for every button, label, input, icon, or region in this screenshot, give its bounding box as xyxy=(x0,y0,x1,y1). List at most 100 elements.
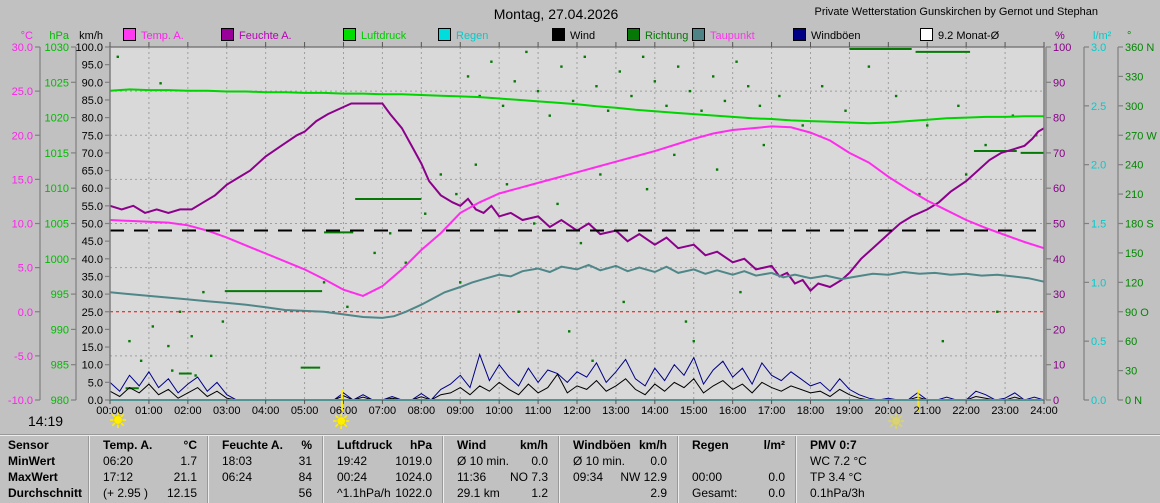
axis-C: -10.0 -5.0 0.0 5.0 10.0 15.0 20.0 25.0 30.0°C xyxy=(8,30,41,407)
svg-text:14:00: 14:00 xyxy=(641,405,669,417)
table-cell: 00:00 0.0 xyxy=(692,470,785,484)
svg-text:09:00: 09:00 xyxy=(446,405,474,417)
table-cell: Ø 10 min. 0.0 xyxy=(573,454,667,468)
svg-text:15:00: 15:00 xyxy=(680,405,708,417)
svg-text:20:00: 20:00 xyxy=(875,405,903,417)
svg-text:980: 980 xyxy=(51,395,69,407)
svg-text:13:00: 13:00 xyxy=(602,405,630,417)
table-column-2: Luftdruck hPa 19:42 1019.0 00:24 1024.0 ^1.1hP… xyxy=(322,436,442,503)
legend-swatch-icon xyxy=(438,28,451,41)
column-header: Temp. A. °C xyxy=(103,438,197,452)
svg-text:-5.0: -5.0 xyxy=(14,351,33,363)
svg-text:60: 60 xyxy=(1125,336,1137,348)
table-cell: 29.1 km 1.2 xyxy=(457,486,548,500)
svg-text:995: 995 xyxy=(51,289,69,301)
svg-text:240: 240 xyxy=(1125,160,1143,172)
svg-text:05:00: 05:00 xyxy=(291,405,319,417)
legend-item-5: Richtung xyxy=(627,28,688,42)
legend-label: Wind xyxy=(570,30,596,42)
table-column-6: PMV 0:7 WC 7.2 °C TP 3.4 °C 0.1hPa/3h xyxy=(795,436,910,503)
column-header: Windböen km/h xyxy=(573,438,667,452)
svg-text:1030: 1030 xyxy=(45,42,69,54)
sunrise-icon xyxy=(333,413,350,429)
legend-item-4: Wind xyxy=(552,28,595,42)
svg-text:300: 300 xyxy=(1125,101,1143,113)
svg-text:1.0: 1.0 xyxy=(1091,277,1106,289)
svg-text:45.0: 45.0 xyxy=(82,236,103,248)
svg-text:20.0: 20.0 xyxy=(82,324,103,336)
svg-text:1015: 1015 xyxy=(45,148,69,160)
svg-text:10.0: 10.0 xyxy=(82,360,103,372)
svg-text:0.5: 0.5 xyxy=(1091,336,1106,348)
svg-text:90.0: 90.0 xyxy=(82,77,103,89)
axis-lm: 0.0 0.5 1.0 1.5 2.0 2.5 3.0l/m² xyxy=(1083,30,1112,407)
legend-label: Temp. A. xyxy=(141,30,184,42)
svg-text:60: 60 xyxy=(1053,183,1065,195)
table-cell: 18:03 31 xyxy=(222,454,312,468)
svg-text:07:00: 07:00 xyxy=(369,405,397,417)
svg-text:120: 120 xyxy=(1125,277,1143,289)
column-header: PMV 0:7 xyxy=(810,438,857,452)
table-column-5: Regen l/m² 00:00 0.0 Gesamt: 0.0 xyxy=(677,436,795,503)
svg-text:95.0: 95.0 xyxy=(82,60,103,72)
clock-sun-icon xyxy=(110,412,126,428)
svg-text:70: 70 xyxy=(1053,148,1065,160)
column-header: Luftdruck hPa xyxy=(337,438,432,452)
series-temp-a- xyxy=(109,125,1045,297)
table-cell: 09:34 NW 12.9 xyxy=(573,470,667,484)
svg-text:21:00: 21:00 xyxy=(913,405,941,417)
svg-text:17:00: 17:00 xyxy=(758,405,786,417)
station-credit: Private Wetterstation Gunskirchen by Ger… xyxy=(814,6,1098,18)
svg-text:5.0: 5.0 xyxy=(18,263,33,275)
column-header: Feuchte A.% xyxy=(222,438,312,452)
svg-text:90 O: 90 O xyxy=(1125,307,1149,319)
svg-text:180 S: 180 S xyxy=(1125,219,1154,231)
table-filler xyxy=(910,436,1160,503)
legend-label: Richtung xyxy=(645,30,689,42)
legend-swatch-icon xyxy=(920,28,933,41)
svg-text:40: 40 xyxy=(1053,254,1065,266)
current-time: 14:19 xyxy=(28,413,64,429)
page-title: Montag, 27.04.2026 xyxy=(493,6,619,22)
svg-text:75.0: 75.0 xyxy=(82,130,103,142)
svg-text:360 N: 360 N xyxy=(1125,42,1154,54)
svg-text:20.0: 20.0 xyxy=(12,130,33,142)
svg-text:22:00: 22:00 xyxy=(952,405,980,417)
svg-text:01:00: 01:00 xyxy=(135,405,163,417)
svg-text:hPa: hPa xyxy=(49,30,69,42)
svg-text:03:00: 03:00 xyxy=(213,405,241,417)
svg-text:25.0: 25.0 xyxy=(12,86,33,98)
svg-text:%: % xyxy=(1055,30,1065,42)
svg-text:km/h: km/h xyxy=(79,30,103,42)
legend-swatch-icon xyxy=(343,28,356,41)
svg-text:04:00: 04:00 xyxy=(252,405,280,417)
svg-text:11:00: 11:00 xyxy=(525,405,552,417)
table-cell: TP 3.4 °C xyxy=(810,470,862,484)
svg-text:l/m²: l/m² xyxy=(1093,30,1112,42)
sensor-summary-table: Sensor MinWert MaxWert Durchschnitt Temp. A.… xyxy=(0,434,1160,503)
svg-text:150: 150 xyxy=(1125,248,1143,260)
legend-swatch-icon xyxy=(692,28,705,41)
svg-text:0: 0 xyxy=(1053,395,1059,407)
svg-text:30: 30 xyxy=(1125,366,1137,378)
table-cell: 19:42 1019.0 xyxy=(337,454,432,468)
svg-text:00:00: 00:00 xyxy=(96,405,124,417)
svg-text:06:00: 06:00 xyxy=(330,405,358,417)
gridlines xyxy=(110,47,1044,400)
series-taupunkt xyxy=(109,263,1045,319)
table-cell: 06:24 84 xyxy=(222,470,312,484)
table-cell: Gesamt: 0.0 xyxy=(692,486,785,500)
svg-text:55.0: 55.0 xyxy=(82,201,103,213)
legend-item-0: Temp. A. xyxy=(123,28,184,42)
svg-text:23:00: 23:00 xyxy=(991,405,1019,417)
table-column-4: Windböen km/h Ø 10 min. 0.0 09:34 NW 12.9 2.9 xyxy=(558,436,677,503)
svg-text:24:00: 24:00 xyxy=(1030,405,1058,417)
svg-text:15.0: 15.0 xyxy=(12,174,33,186)
series-luftdruck xyxy=(109,88,1044,125)
row-label: MaxWert xyxy=(8,470,58,484)
svg-text:0.0: 0.0 xyxy=(18,307,33,319)
svg-text:50.0: 50.0 xyxy=(82,219,103,231)
svg-text:1.5: 1.5 xyxy=(1091,219,1106,231)
svg-text:0.0: 0.0 xyxy=(88,395,103,407)
table-cell: 00:24 1024.0 xyxy=(337,470,432,484)
